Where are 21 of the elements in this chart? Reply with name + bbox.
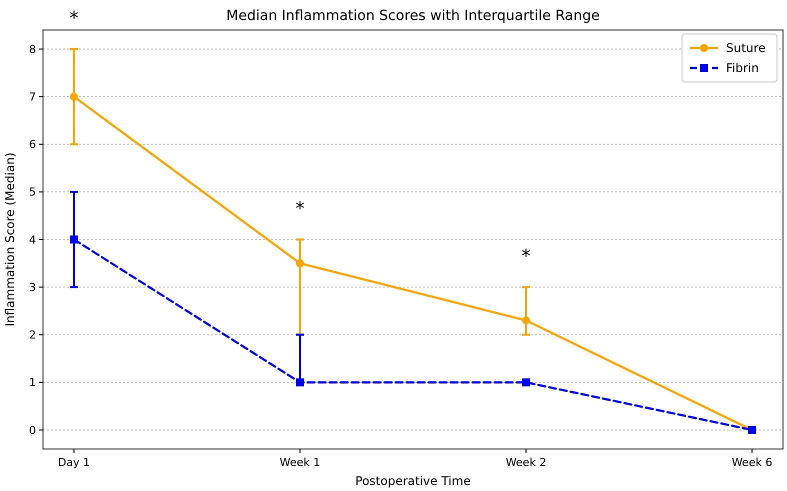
y-tick-label: 1: [29, 376, 36, 390]
legend-label: Suture: [726, 41, 766, 56]
text: *: [69, 8, 78, 29]
annotation: *: [295, 198, 304, 220]
x-axis-title: Postoperative Time: [355, 474, 471, 488]
legend-label: Fibrin: [726, 61, 759, 76]
y-tick-label: 7: [29, 90, 36, 104]
y-tick-label: 3: [29, 280, 36, 294]
y-tick-label: 2: [29, 328, 36, 342]
annotation: *: [522, 246, 531, 267]
y-tick-label: 5: [29, 186, 36, 199]
chart-title: Median Inflammation Scores with Interquartile Range: [226, 8, 600, 24]
x-tick-label: Week 2: [506, 456, 546, 469]
y-tick-label: 0: [29, 424, 36, 437]
x-tick-label: Day 1: [58, 456, 90, 469]
y-tick-label: 8: [29, 42, 36, 56]
x-tick-label: Week 1: [280, 456, 320, 469]
x-tick-label: Week 6: [732, 456, 772, 469]
y-axis-title: Inflammation Score (Median): [3, 152, 17, 327]
y-tick-label: 4: [29, 233, 36, 246]
y-tick-label: 6: [29, 138, 36, 152]
